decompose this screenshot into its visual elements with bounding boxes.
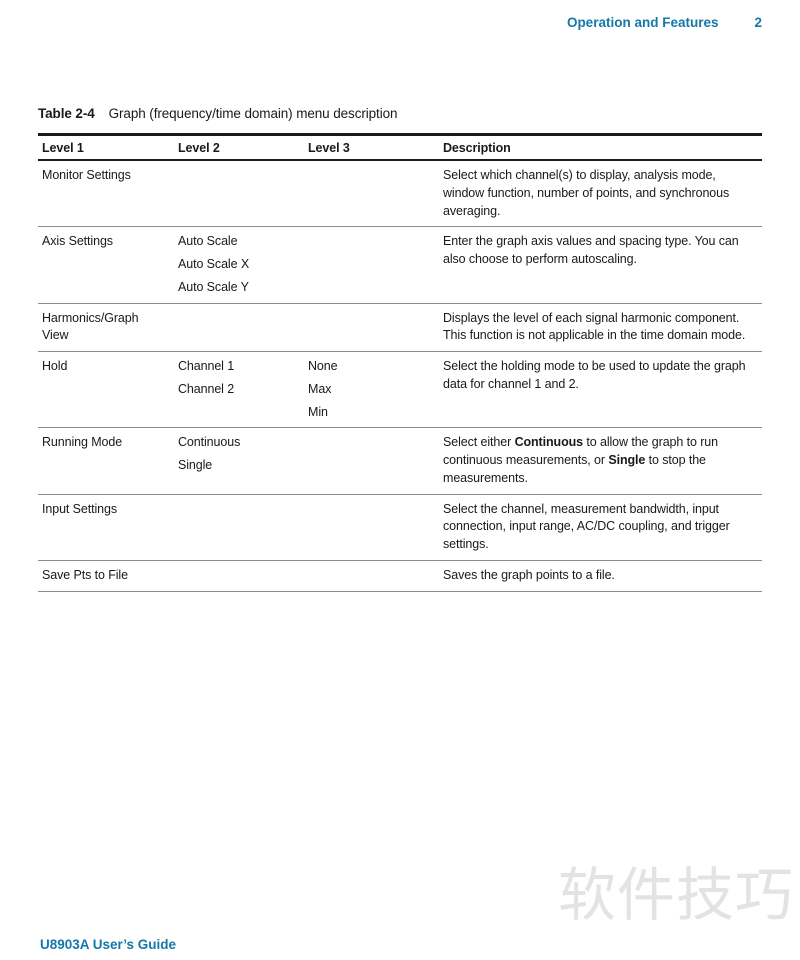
level2-item: Channel 2	[178, 381, 235, 396]
table-row: Axis Settings Auto Scale Auto Scale X Auto …	[38, 227, 762, 304]
cell-level3	[304, 161, 439, 226]
menu-table: Level 1 Level 2 Level 3 Description Moni…	[38, 133, 762, 592]
level2-item: Auto Scale X	[178, 257, 250, 271]
description-segment: Single	[608, 453, 646, 467]
header-page-number: 2	[754, 15, 762, 30]
level2-item: Channel 1	[178, 359, 235, 373]
column-header-level1: Level 1	[42, 141, 84, 155]
table-row: Monitor Settings Select which channel(s) …	[38, 161, 762, 228]
column-header-level3: Level 3	[308, 141, 350, 155]
cell-level3	[304, 227, 439, 302]
cell-level2	[174, 495, 304, 560]
table-row: Harmonics/Graph View Displays the level o…	[38, 304, 762, 352]
table-row: Save Pts to File Saves the graph points t…	[38, 561, 762, 592]
table-row: Running Mode Continuous Single Select eithe…	[38, 428, 762, 495]
cell-description: Saves the graph points to a file.	[439, 561, 762, 591]
cell-description: Select the channel, measurement bandwidt…	[439, 495, 762, 560]
cell-description: Select which channel(s) to display, anal…	[439, 161, 762, 226]
level2-item: Continuous	[178, 435, 241, 450]
cell-level2	[174, 304, 304, 352]
description-segment: Select the channel, measurement bandwidt…	[443, 501, 730, 552]
table-caption: Table 2-4 Graph (frequency/time domain) m…	[38, 106, 398, 121]
table-row: Hold Channel 1 Channel 2 None Max Min Select t…	[38, 352, 762, 429]
cell-description: Select the holding mode to be used to up…	[439, 352, 762, 427]
table-body: Monitor Settings Select which channel(s) …	[38, 161, 762, 592]
cell-description: Enter the graph axis values and spacing …	[439, 227, 762, 302]
description-segment: Select either	[443, 435, 515, 450]
description-segment: Select which channel(s) to display, anal…	[443, 168, 730, 218]
column-header-level2: Level 2	[178, 141, 220, 155]
description-segment: Enter the graph axis values and spacing …	[443, 234, 739, 266]
cell-level2: Auto Scale Auto Scale X Auto Scale Y	[174, 227, 304, 302]
page-footer: U8903A User’s Guide	[40, 937, 177, 952]
table-row: Input Settings Select the channel, measur…	[38, 495, 762, 561]
cell-level1: Hold	[42, 359, 68, 373]
level2-item: Auto Scale Y	[178, 279, 249, 294]
column-header-description: Description	[443, 141, 511, 155]
cell-level1: Input Settings	[42, 501, 118, 516]
cell-level3	[304, 495, 439, 560]
description-segment: Select the holding mode to be used to up…	[443, 359, 746, 391]
cell-level1: Harmonics/Graph View	[42, 310, 139, 343]
description-segment: to stop the measurements.	[443, 453, 706, 485]
cell-level3	[304, 561, 439, 591]
table-header-row: Level 1 Level 2 Level 3 Description	[38, 136, 762, 161]
cell-level2: Channel 1 Channel 2	[174, 352, 304, 427]
table-caption-text: Graph (frequency/time domain) menu descr…	[108, 106, 398, 121]
cell-description: Displays the level of each signal harmon…	[439, 304, 762, 352]
cell-level3: None Max Min	[304, 352, 439, 427]
level3-item: Max	[308, 381, 332, 396]
cell-level1: Axis Settings	[42, 234, 113, 249]
cell-level1: Save Pts to File	[42, 567, 128, 582]
cell-level1: Monitor Settings	[42, 168, 131, 182]
description-segment: Saves the graph points to a file.	[443, 567, 615, 582]
header-title: Operation and Features	[566, 15, 719, 30]
description-segment: Continuous	[514, 435, 584, 450]
cell-level3	[304, 428, 439, 493]
level3-item: None	[308, 359, 338, 373]
cell-level3	[304, 304, 439, 352]
level2-item: Auto Scale	[178, 234, 238, 249]
cell-level2: Continuous Single	[174, 428, 304, 493]
page-header: Operation and Features 2	[567, 15, 762, 30]
level3-item: Min	[308, 404, 328, 419]
cell-level2	[174, 561, 304, 591]
cell-description: Select either Continuous to allow the gr…	[439, 428, 762, 493]
watermark-text: 软件技巧	[557, 863, 794, 928]
description-segment: Displays the level of each signal harmon…	[443, 310, 746, 343]
level2-item: Single	[178, 458, 213, 472]
table-caption-label: Table 2-4	[38, 106, 95, 121]
description-segment: to allow the graph to run continuous mea…	[443, 435, 718, 467]
cell-level1: Running Mode	[42, 435, 123, 450]
cell-level2	[174, 161, 304, 226]
